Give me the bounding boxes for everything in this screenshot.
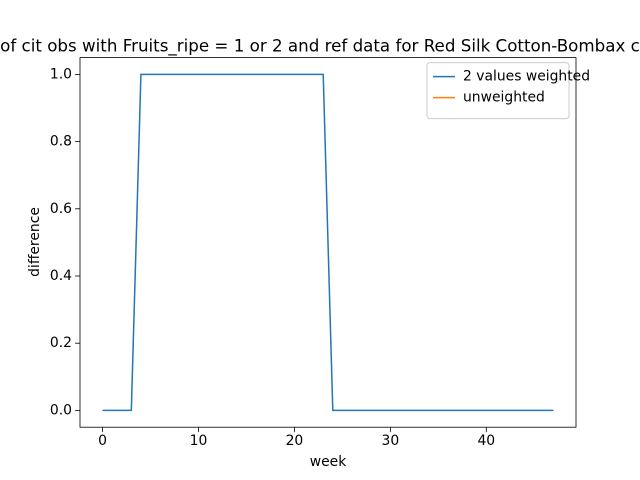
- chart-title: of cit obs with Fruits_ripe = 1 or 2 and…: [0, 36, 640, 57]
- y-tick-label: 0.0: [50, 402, 72, 418]
- legend-label: 2 values weighted: [463, 69, 590, 85]
- legend-label: unweighted: [463, 90, 545, 106]
- x-axis-label: week: [310, 454, 347, 470]
- y-tick-label: 0.2: [50, 335, 72, 351]
- legend-box: [426, 62, 570, 120]
- x-tick-label: 40: [477, 433, 495, 449]
- x-tick-label: 30: [382, 433, 400, 449]
- plot-frame: [79, 57, 577, 428]
- line-series: [102, 73, 554, 412]
- x-tick-label: 20: [286, 433, 304, 449]
- y-tick-label: 0.6: [50, 201, 72, 217]
- y-tick-label: 0.4: [50, 268, 72, 284]
- y-axis-label: difference: [27, 207, 43, 277]
- y-tick-label: 1.0: [50, 66, 72, 82]
- y-tick-label: 0.8: [50, 134, 72, 150]
- x-tick-label: 10: [190, 433, 208, 449]
- x-tick-label: 0: [98, 433, 107, 449]
